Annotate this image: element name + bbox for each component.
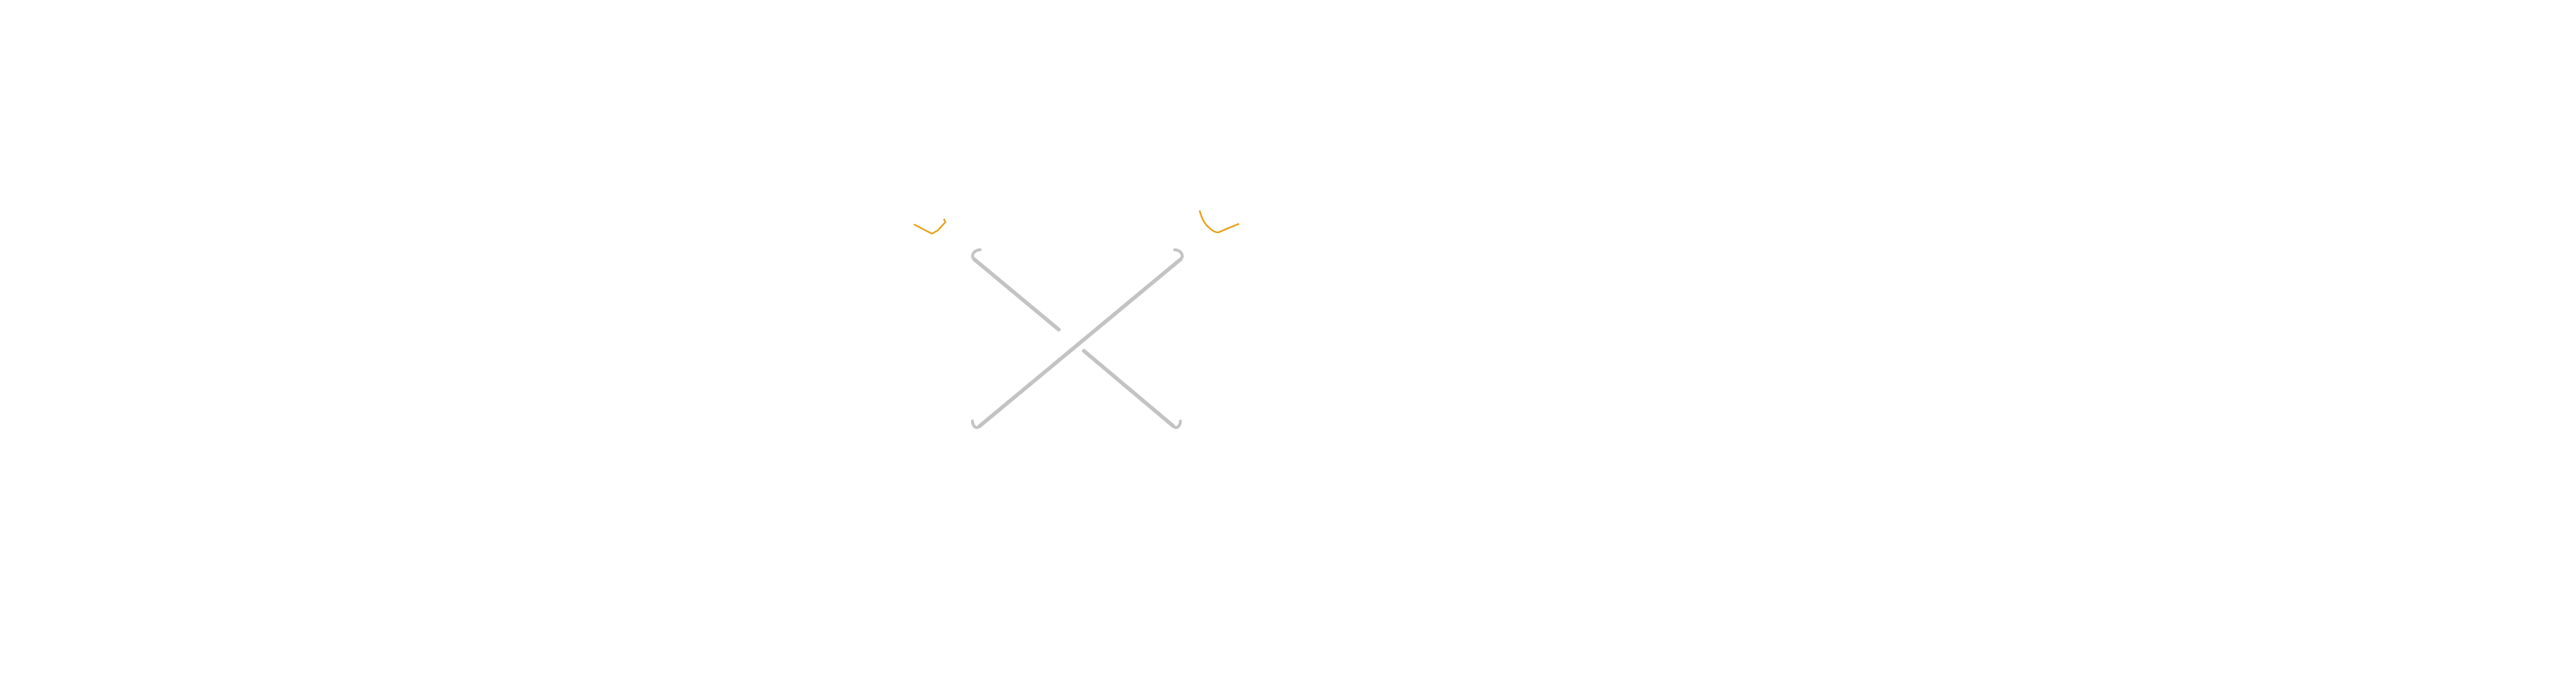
- rod-long-top-hook: [1173, 248, 1184, 261]
- orange-flick-right-icon: [1198, 210, 1240, 234]
- rod-broken-lower-segment: [1082, 349, 1175, 428]
- rod-long-shaft: [978, 257, 1182, 428]
- rod-long: [971, 248, 1184, 429]
- orange-flick-left-icon: [913, 218, 947, 235]
- rod-broken-top-hook: [971, 248, 982, 261]
- rod-broken-bottom-hook: [1171, 419, 1182, 429]
- rod-broken: [971, 248, 1182, 429]
- rod-broken-upper-segment: [972, 257, 1061, 332]
- rod-long-bottom-hook: [971, 419, 981, 429]
- orange-flick-right: [1198, 210, 1240, 234]
- orange-flick-left: [913, 218, 947, 235]
